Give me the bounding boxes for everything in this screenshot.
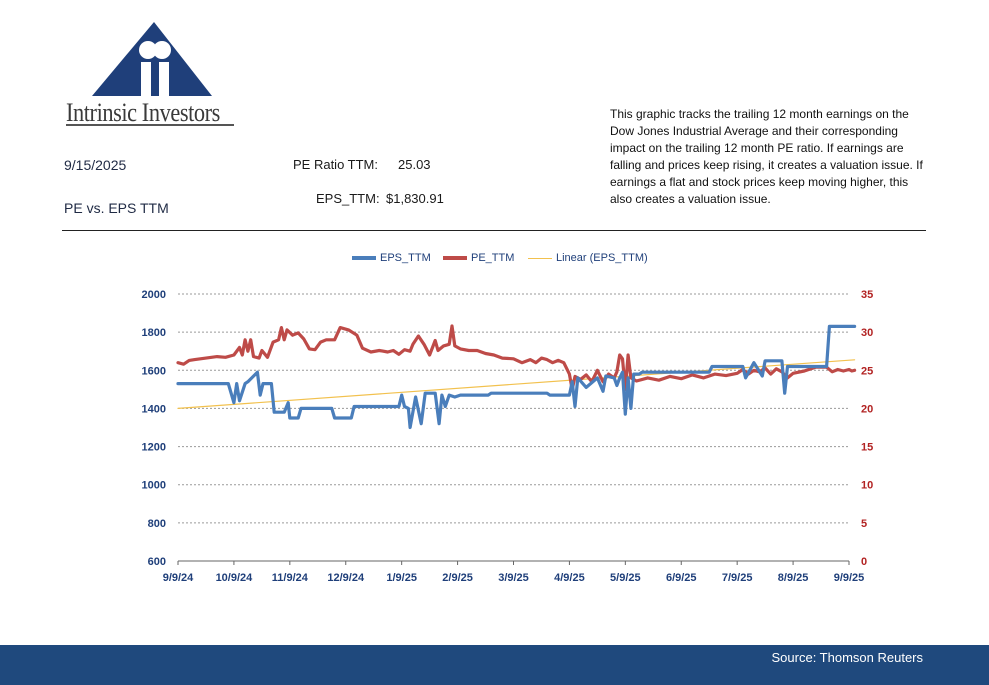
brand-name: Intrinsic Investors xyxy=(66,98,220,127)
report-date: 9/15/2025 xyxy=(64,157,127,173)
legend-swatch-pe xyxy=(443,256,467,260)
y-right-tick-label: 0 xyxy=(861,556,867,568)
y-left-tick-label: 1000 xyxy=(142,480,166,492)
footer-bar: Source: Thomson Reuters xyxy=(0,645,989,685)
pe-eps-line-chart: 600 800 1000 1200 1400 1600 1800 2000 0 5 10 15 20 25… xyxy=(142,289,874,584)
x-tick-label: 12/9/24 xyxy=(327,572,365,584)
x-tick-label: 4/9/25 xyxy=(554,572,585,584)
x-tick-label: 1/9/25 xyxy=(386,572,417,584)
x-tick-label: 5/9/25 xyxy=(610,572,641,584)
x-tick-label: 8/9/25 xyxy=(778,572,809,584)
chart-description: This graphic tracks the trailing 12 mont… xyxy=(610,107,923,206)
legend-item-eps: EPS_TTM xyxy=(352,252,431,264)
x-tick-label: 10/9/24 xyxy=(216,572,254,584)
brand-logo-icon xyxy=(92,22,212,98)
legend-swatch-eps xyxy=(352,256,376,260)
pe-series-line xyxy=(176,324,857,391)
x-tick-label: 9/9/25 xyxy=(834,572,865,584)
x-tick-label: 6/9/25 xyxy=(666,572,697,584)
source-note: Source: Thomson Reuters xyxy=(771,650,924,665)
y-left-tick-label: 2000 xyxy=(142,289,166,301)
x-tick-label: 11/9/24 xyxy=(272,572,309,584)
legend-item-pe: PE_TTM xyxy=(443,252,514,264)
y-right-tick-label: 10 xyxy=(861,480,873,492)
y-left-tick-label: 1800 xyxy=(142,327,166,339)
legend-item-trend: Linear (EPS_TTM) xyxy=(528,252,648,264)
legend-label-pe: PE_TTM xyxy=(471,252,515,264)
eps-value: $1,830.91 xyxy=(386,191,444,206)
x-tick-label: 9/9/24 xyxy=(163,572,194,584)
y-left-tick-label: 800 xyxy=(148,518,166,530)
header-divider xyxy=(62,230,926,231)
legend-label-trend: Linear (EPS_TTM) xyxy=(556,252,648,264)
brand-underline xyxy=(66,124,234,126)
y-right-tick-label: 20 xyxy=(861,403,873,415)
y-right-tick-label: 35 xyxy=(861,289,873,301)
chart-legend: EPS_TTM PE_TTM Linear (EPS_TTM) xyxy=(0,252,989,268)
pe-ratio-value: 25.03 xyxy=(398,157,431,172)
y-right-tick-label: 15 xyxy=(861,442,873,454)
y-right-tick-label: 5 xyxy=(861,518,867,530)
y-right-tick-label: 25 xyxy=(861,365,873,377)
eps-label: EPS_TTM: xyxy=(316,191,380,206)
pe-ratio-label: PE Ratio TTM: xyxy=(293,157,379,172)
legend-label-eps: EPS_TTM xyxy=(380,252,431,264)
legend-swatch-trend xyxy=(528,257,552,259)
x-tick-label: 7/9/25 xyxy=(722,572,753,584)
y-left-tick-label: 1600 xyxy=(142,365,166,377)
x-tick-label: 2/9/25 xyxy=(442,572,473,584)
y-left-tick-label: 600 xyxy=(148,556,166,568)
eps-series-line xyxy=(176,324,857,430)
y-left-tick-label: 1200 xyxy=(142,442,166,454)
x-tick-label: 3/9/25 xyxy=(498,572,529,584)
page-subtitle: PE vs. EPS TTM xyxy=(64,200,169,216)
y-right-tick-label: 30 xyxy=(861,327,873,339)
y-left-tick-label: 1400 xyxy=(142,403,166,415)
